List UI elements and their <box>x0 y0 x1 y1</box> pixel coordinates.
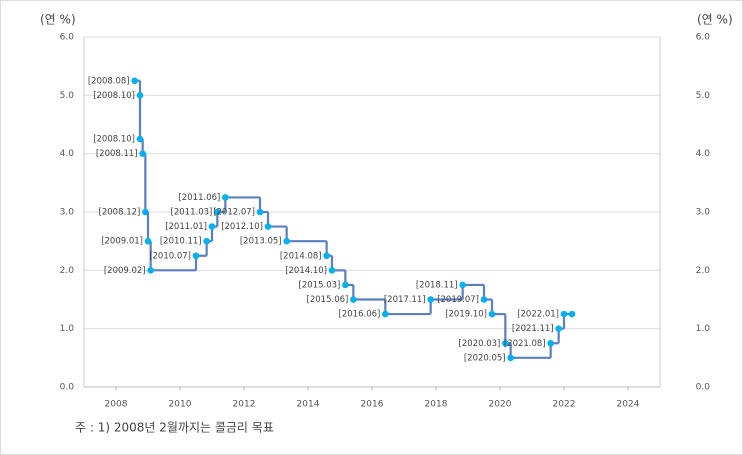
point-label: [2016.06] <box>339 310 381 320</box>
point-label: [2011.01] <box>165 222 207 232</box>
point <box>547 339 554 347</box>
x-tick-label: 2024 <box>617 400 640 410</box>
point <box>136 92 144 99</box>
point <box>560 310 568 318</box>
point-label: [2014.08] <box>280 251 322 261</box>
point-label: [2018.11] <box>416 280 458 290</box>
y2-tick-label: 6.0 <box>696 33 711 43</box>
x-tick-label: 2022 <box>553 400 576 410</box>
point <box>264 223 272 230</box>
y-unit-right: (연 %) <box>697 13 733 27</box>
point-label: [2011.06] <box>179 193 221 203</box>
y2-tick-label: 1.0 <box>696 324 711 334</box>
point-label: [2009.02] <box>104 266 146 276</box>
point-label: [2015.03] <box>299 280 341 290</box>
y-tick-label: 6.0 <box>60 33 75 43</box>
y-tick-label: 1.0 <box>60 324 75 334</box>
y2-tick-label: 0.0 <box>696 383 711 393</box>
x-tick-label: 2016 <box>361 400 384 410</box>
point-label: [2010.07] <box>149 251 191 261</box>
point <box>480 296 488 303</box>
y-tick-label: 4.0 <box>60 149 75 159</box>
point <box>131 77 138 85</box>
point-label: [2021.08] <box>504 339 546 349</box>
point <box>350 296 357 303</box>
point <box>144 237 152 245</box>
point-label: [2008.10] <box>93 91 135 101</box>
point-label: [2011.03] <box>171 208 213 218</box>
point-label: [2013.05] <box>240 237 282 247</box>
point <box>427 296 434 303</box>
point-label: [2020.03] <box>459 339 501 349</box>
point-label: [2020.05] <box>464 353 506 363</box>
point-label: [2009.01] <box>101 237 143 247</box>
point <box>382 310 389 318</box>
point-label: [2021.11] <box>512 324 554 334</box>
point-label: [2019.10] <box>445 310 487 320</box>
point-label: [2014.10] <box>285 266 327 276</box>
y-tick-label: 0.0 <box>60 383 75 393</box>
point <box>502 339 509 347</box>
point <box>142 208 149 216</box>
point-label: [2008.10] <box>93 135 135 145</box>
point-label: [2012.10] <box>221 222 263 232</box>
point-label: [2017.11] <box>384 295 426 305</box>
point-label: [2015.06] <box>307 295 349 305</box>
y-tick-label: 3.0 <box>60 208 75 218</box>
y2-tick-label: 3.0 <box>696 208 711 218</box>
point-label: [2012.07] <box>213 208 255 218</box>
point <box>283 237 290 245</box>
point <box>214 208 221 216</box>
x-tick-label: 2008 <box>105 400 128 410</box>
footnote: 주 : 1) 2008년 2월까지는 콜금리 목표 <box>75 421 274 435</box>
y2-tick-label: 5.0 <box>696 91 711 101</box>
point <box>147 267 154 274</box>
point-label: [2010.11] <box>160 237 202 247</box>
point <box>256 208 264 216</box>
x-tick-label: 2014 <box>297 400 320 410</box>
point-label: [2008.12] <box>99 208 141 218</box>
x-tick-label: 2020 <box>489 400 512 410</box>
point <box>222 194 229 201</box>
point <box>507 354 514 362</box>
point-label: [2008.11] <box>96 149 138 159</box>
point <box>555 325 562 332</box>
y-tick-label: 5.0 <box>60 91 75 101</box>
point <box>459 281 466 289</box>
point-label: [2019.07] <box>437 295 479 305</box>
point <box>568 310 576 318</box>
x-tick-label: 2012 <box>233 400 256 410</box>
point-label: [2008.08] <box>88 76 130 86</box>
point <box>328 267 336 274</box>
point <box>203 237 210 245</box>
point <box>208 223 216 230</box>
x-tick-label: 2018 <box>425 400 448 410</box>
y2-tick-label: 4.0 <box>696 149 711 159</box>
point <box>136 135 144 143</box>
y-tick-label: 2.0 <box>60 266 75 276</box>
point <box>342 281 349 289</box>
point <box>139 150 146 157</box>
x-tick-label: 2010 <box>169 400 192 410</box>
point <box>323 252 330 260</box>
point <box>192 252 200 260</box>
point <box>488 310 496 318</box>
point-label: [2022.01] <box>517 310 559 320</box>
y2-tick-label: 2.0 <box>696 266 711 276</box>
y-unit-left: (연 %) <box>40 13 76 27</box>
